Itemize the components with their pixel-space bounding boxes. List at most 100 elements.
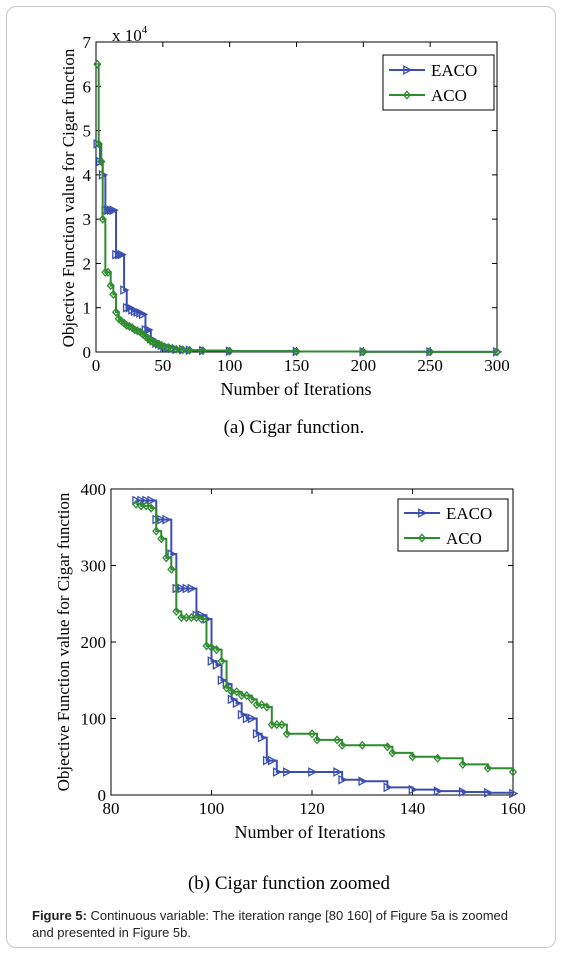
legend-eaco-marker bbox=[418, 508, 428, 518]
series-aco-point bbox=[152, 526, 161, 536]
series-aco-point bbox=[426, 347, 435, 357]
series-aco-point bbox=[157, 534, 166, 544]
series-eaco-point bbox=[252, 728, 263, 739]
series-aco-point bbox=[282, 729, 291, 739]
series-aco-point bbox=[358, 740, 367, 750]
series-eaco-point bbox=[333, 767, 343, 777]
series-eaco-point bbox=[167, 549, 177, 559]
chart-a-caption: (a) Cigar function. bbox=[224, 417, 365, 438]
series-eaco-point bbox=[157, 514, 167, 525]
x-tick-label: 0 bbox=[92, 356, 101, 375]
legend-eaco-marker bbox=[403, 65, 413, 75]
series-eaco-point bbox=[177, 583, 187, 594]
series-eaco-point bbox=[114, 249, 125, 260]
series-aco-point bbox=[101, 267, 110, 277]
legend-eaco-label: EACO bbox=[446, 504, 492, 523]
series-eaco-point bbox=[217, 675, 227, 686]
series-aco-point bbox=[202, 641, 211, 651]
series-aco-point bbox=[247, 694, 256, 704]
series-eaco-point bbox=[207, 656, 217, 667]
series-eaco-point bbox=[122, 302, 133, 313]
series-aco-point bbox=[383, 742, 392, 752]
x-tick-label: 140 bbox=[400, 799, 426, 818]
y-tick-label: 0 bbox=[98, 786, 107, 805]
series-aco-point bbox=[207, 642, 216, 652]
series-aco-point bbox=[167, 564, 176, 574]
y-tick-label: 3 bbox=[83, 210, 92, 229]
series-eaco-point bbox=[358, 776, 368, 787]
series-eaco-point bbox=[147, 495, 157, 506]
figure-caption-label: Figure 5: bbox=[32, 908, 87, 923]
series-aco-point bbox=[162, 553, 171, 563]
series-eaco-point bbox=[120, 285, 130, 295]
series-eaco-point bbox=[308, 767, 318, 777]
series-aco-point bbox=[142, 501, 151, 511]
x-tick-label: 160 bbox=[500, 799, 526, 818]
chart-a-legend: EACO ACO bbox=[382, 54, 495, 111]
y-tick-label: 2 bbox=[83, 254, 92, 273]
series-eaco-point bbox=[484, 787, 494, 798]
series-aco-point bbox=[172, 344, 181, 354]
series-eaco-point bbox=[112, 249, 122, 260]
x-tick-label: 150 bbox=[284, 356, 310, 375]
series-aco-point bbox=[109, 289, 118, 300]
chart-a-ylabel: Objective Function value for Cigar funct… bbox=[59, 48, 78, 347]
chart-a: 0 1 2 3 4 5 6 7 0 50 100 150 200 250 300 x 104 Number… bbox=[59, 24, 510, 438]
series-eaco-point bbox=[408, 784, 418, 795]
series-aco bbox=[132, 499, 518, 777]
legend-aco-marker bbox=[417, 533, 427, 543]
series-aco-point bbox=[277, 720, 286, 730]
series-eaco-point bbox=[433, 786, 444, 797]
series-aco-point bbox=[93, 59, 102, 69]
legend-aco-label: ACO bbox=[431, 86, 467, 105]
y-tick-label: 300 bbox=[81, 557, 107, 576]
series-eaco-point bbox=[141, 324, 151, 335]
series-aco-point bbox=[257, 700, 266, 710]
series-eaco-point bbox=[257, 732, 268, 743]
figure-caption-text: Continuous variable: The iteration range… bbox=[32, 908, 508, 940]
chart-b-ylabel: Objective Function value for Cigar funct… bbox=[54, 492, 73, 791]
y-tick-label: 6 bbox=[83, 77, 92, 96]
series-aco-point bbox=[147, 503, 156, 513]
series-aco-point bbox=[178, 345, 187, 355]
series-aco-point bbox=[307, 729, 317, 739]
series-aco-point bbox=[111, 307, 121, 317]
y-tick-label: 1 bbox=[83, 299, 92, 318]
series-aco bbox=[93, 59, 502, 357]
series-aco-point bbox=[172, 606, 181, 616]
series-aco-point bbox=[388, 748, 397, 758]
series-eaco-point bbox=[132, 495, 142, 506]
chart-a-xlabel: Number of Iterations bbox=[221, 379, 372, 399]
series-eaco-point bbox=[227, 694, 237, 705]
series-eaco-point bbox=[162, 514, 172, 525]
series-eaco-point bbox=[509, 788, 519, 799]
series-eaco-point bbox=[109, 205, 119, 216]
series-aco-point bbox=[217, 656, 226, 666]
series-aco-point bbox=[98, 214, 107, 224]
series-aco-point bbox=[242, 690, 251, 701]
series-aco-point bbox=[94, 139, 103, 149]
series-eaco-point bbox=[187, 583, 197, 594]
series-eaco-point bbox=[383, 782, 393, 793]
x-tick-label: 250 bbox=[417, 356, 443, 375]
series-aco-point bbox=[333, 735, 342, 745]
series-aco-point bbox=[292, 346, 301, 357]
y-tick-label: 5 bbox=[83, 122, 92, 141]
series-aco-point bbox=[492, 347, 502, 357]
series-aco-point bbox=[222, 683, 231, 693]
legend-aco-label: ACO bbox=[446, 529, 482, 548]
series-eaco-point bbox=[267, 755, 278, 766]
y-tick-label: 0 bbox=[83, 343, 92, 362]
chart-a-legend-box bbox=[382, 54, 495, 111]
x-tick-label: 100 bbox=[199, 799, 225, 818]
series-eaco-point bbox=[182, 583, 192, 594]
series-eaco-point bbox=[106, 205, 117, 216]
series-aco-point bbox=[197, 614, 206, 624]
y-tick-label: 400 bbox=[81, 480, 107, 499]
series-eaco-point bbox=[458, 787, 469, 797]
series-eaco-point bbox=[262, 755, 273, 766]
x-tick-label: 120 bbox=[299, 799, 325, 818]
series-aco-point bbox=[433, 753, 442, 763]
series-eaco-point bbox=[212, 660, 222, 670]
